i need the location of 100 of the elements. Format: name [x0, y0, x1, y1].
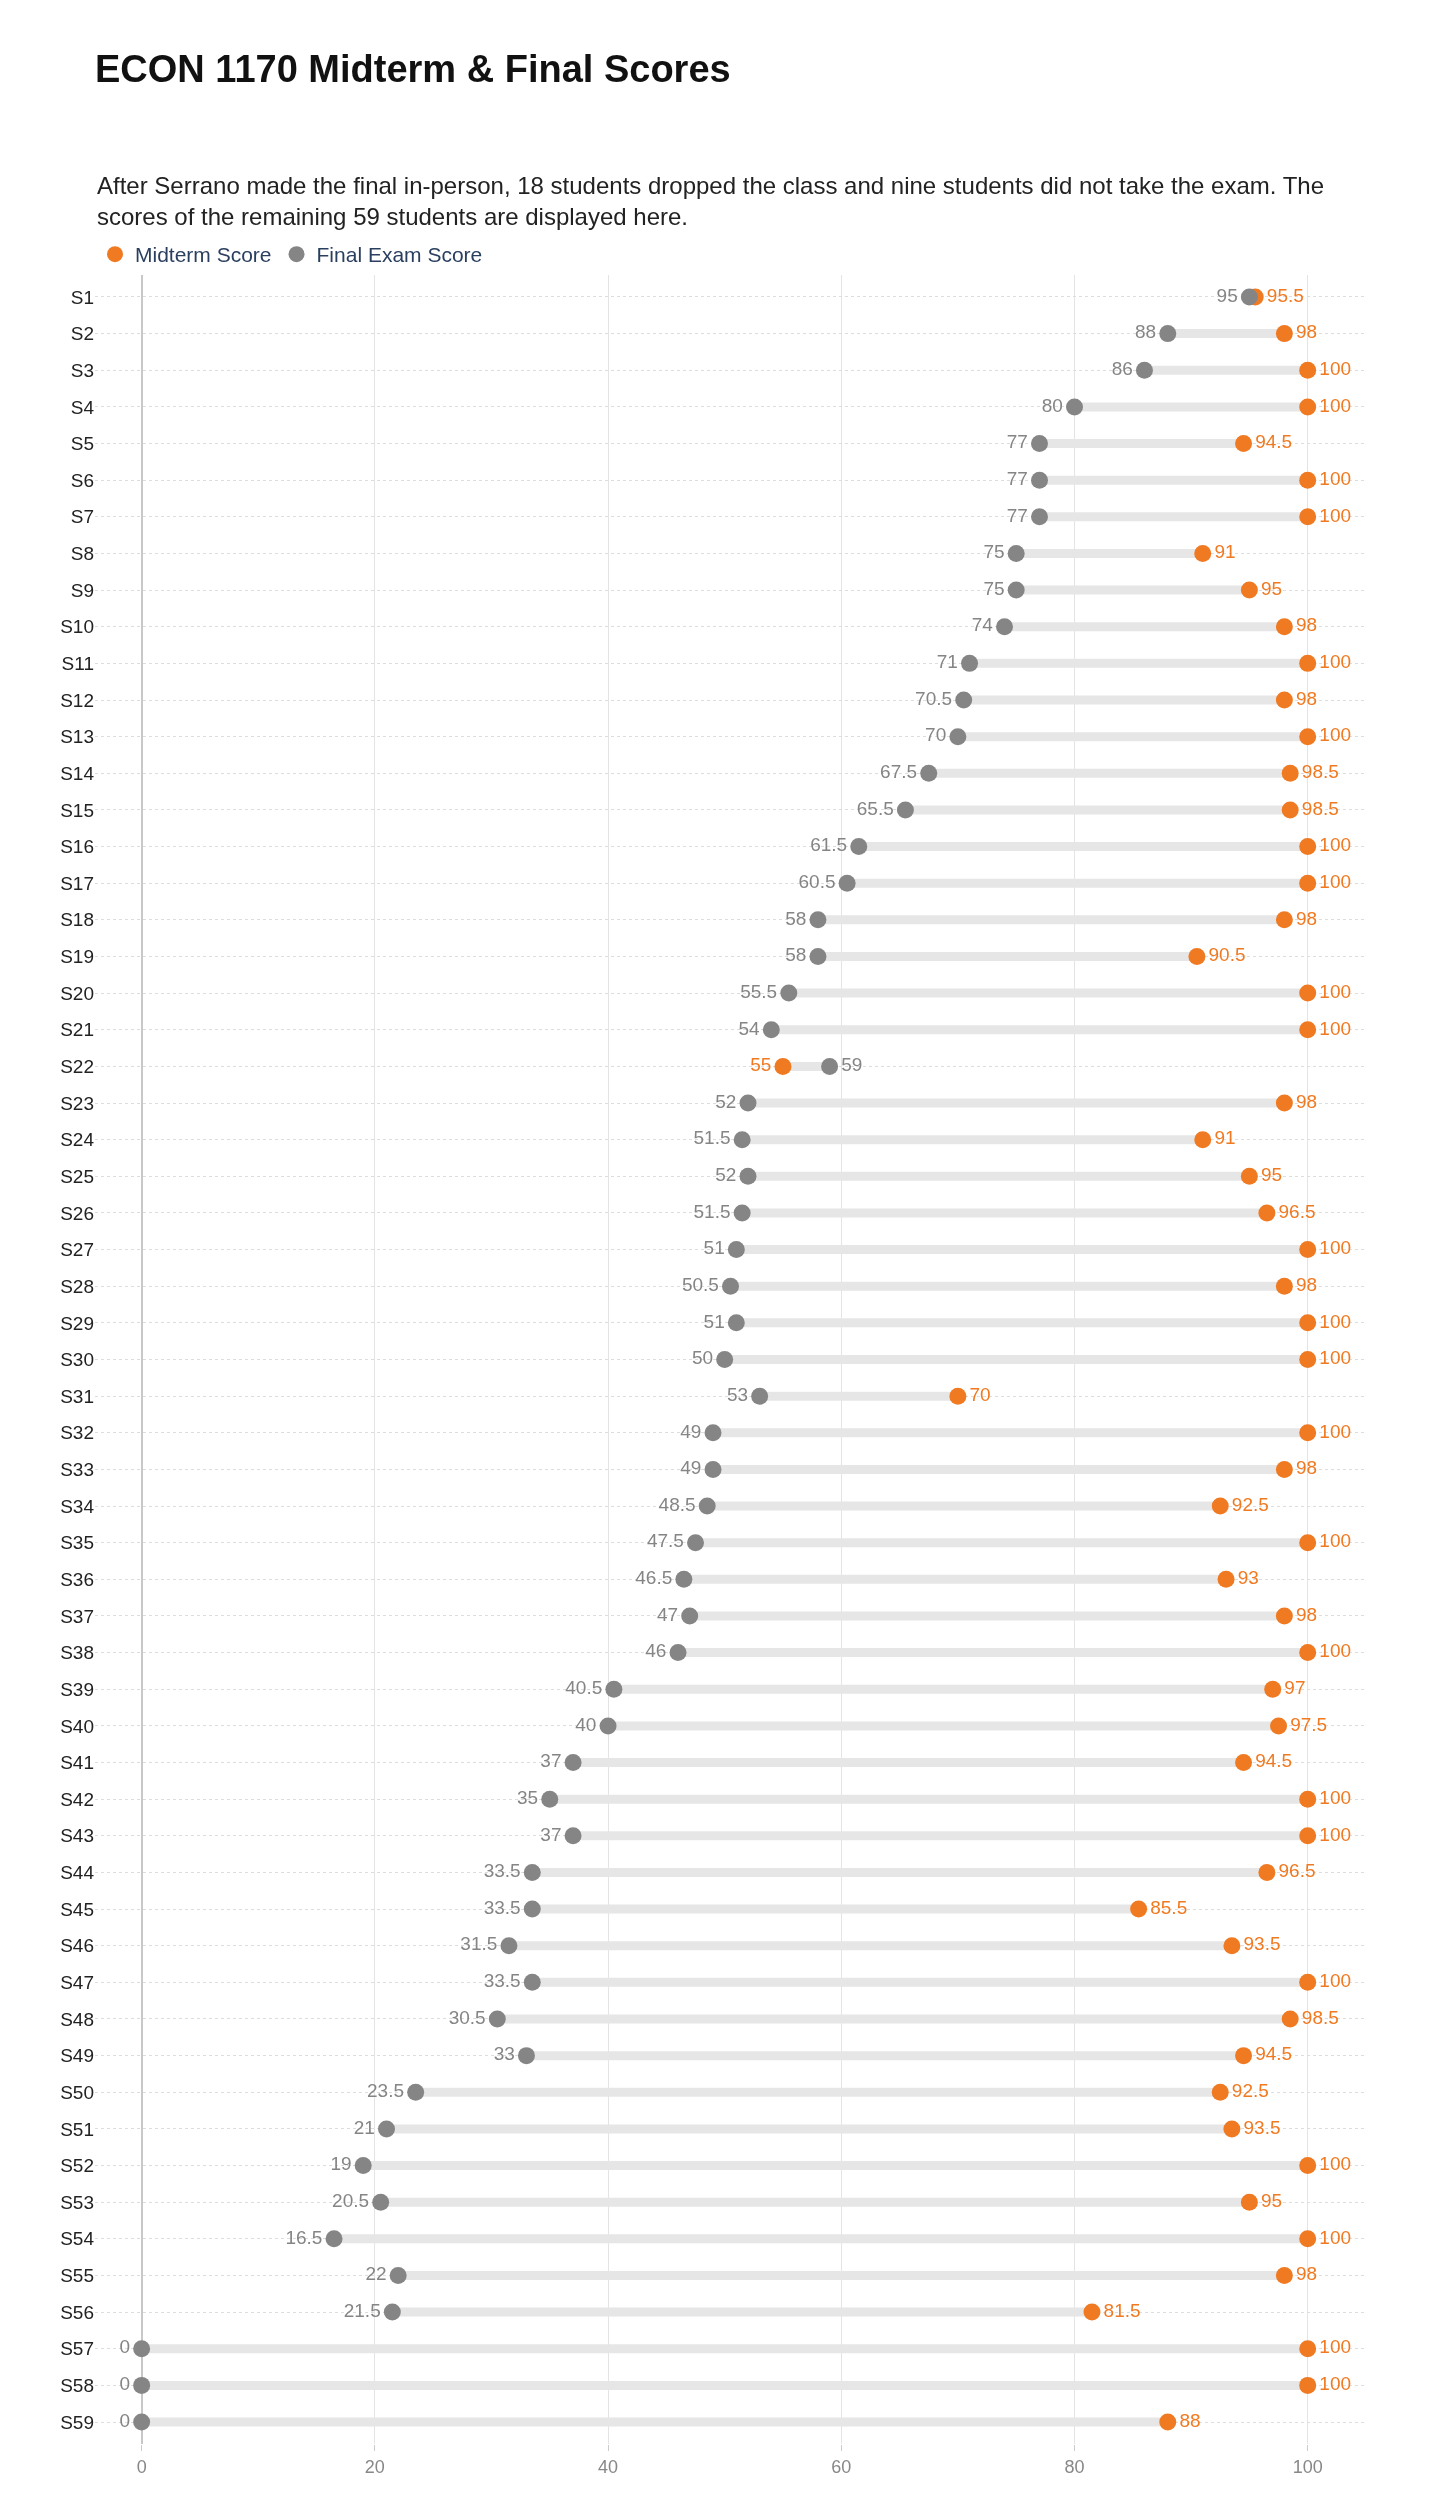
legend-label: Midterm Score — [135, 243, 272, 267]
point — [488, 2010, 506, 2028]
data-label: 33.5 — [483, 1970, 521, 1992]
point — [727, 1314, 745, 1332]
data-label: 16.5 — [285, 2226, 323, 2248]
data-label: 0 — [119, 2409, 131, 2431]
point — [1270, 1717, 1288, 1735]
point — [1299, 838, 1317, 856]
y-tick-label: S53 — [60, 2191, 94, 2213]
data-label: 30.5 — [448, 2006, 486, 2028]
point — [133, 2376, 151, 2394]
point — [762, 1021, 780, 1039]
y-tick-label: S8 — [70, 543, 94, 565]
point — [669, 1644, 687, 1662]
point — [1281, 801, 1299, 819]
y-tick-label: S9 — [70, 579, 94, 601]
point — [564, 1754, 582, 1772]
data-label: 70.5 — [915, 687, 953, 709]
point — [523, 1900, 541, 1918]
point — [722, 1277, 739, 1295]
data-label: 95.5 — [1266, 284, 1304, 306]
data-label: 33.5 — [483, 1896, 521, 1918]
y-tick-label: S29 — [60, 1312, 94, 1334]
y-tick-label: S36 — [60, 1568, 94, 1590]
point — [1007, 581, 1025, 599]
point — [751, 1387, 769, 1405]
y-tick-label: S15 — [60, 799, 94, 821]
point — [1299, 1644, 1317, 1662]
data-label: 100 — [1319, 2226, 1352, 2248]
data-label: 37 — [540, 1823, 562, 1845]
data-label: 21.5 — [343, 2299, 381, 2321]
point — [1281, 764, 1299, 782]
data-label: 100 — [1319, 651, 1352, 673]
y-tick-label: S20 — [60, 982, 94, 1004]
data-label: 33.5 — [483, 1860, 521, 1882]
data-label: 60.5 — [798, 870, 836, 892]
y-tick-label: S11 — [61, 653, 94, 675]
point — [681, 1607, 699, 1625]
point — [1159, 325, 1177, 343]
point — [1299, 1534, 1317, 1552]
point — [739, 1167, 757, 1185]
data-label: 0 — [119, 2373, 131, 2395]
point — [517, 2047, 535, 2065]
point — [955, 691, 973, 709]
point — [1299, 1241, 1317, 1259]
y-tick-label: S34 — [60, 1495, 95, 1517]
y-tick-label: S57 — [60, 2338, 94, 2360]
data-label: 93 — [1237, 1567, 1259, 1589]
y-tick-label: S46 — [60, 1935, 94, 1957]
y-tick-label: S31 — [60, 1385, 94, 1407]
data-label: 53 — [726, 1383, 749, 1405]
data-label: 100 — [1319, 724, 1352, 746]
data-label: 96.5 — [1278, 1860, 1316, 1882]
data-label: 58 — [785, 944, 807, 966]
y-tick-label: S27 — [60, 1239, 94, 1261]
data-label: 51 — [703, 1310, 725, 1332]
data-label: 91 — [1214, 1127, 1236, 1149]
point — [1275, 1094, 1293, 1112]
y-tick-label: S49 — [60, 2045, 94, 2067]
data-label: 98 — [1296, 1457, 1318, 1479]
point — [1299, 728, 1317, 746]
x-tick-label: 100 — [1292, 2456, 1323, 2477]
data-label: 90.5 — [1208, 944, 1246, 966]
point — [809, 911, 827, 929]
data-label: 58 — [785, 907, 807, 929]
data-label: 52 — [715, 1090, 737, 1112]
data-label: 65.5 — [856, 797, 894, 819]
data-label: 100 — [1319, 1310, 1352, 1332]
y-tick-label: S6 — [70, 469, 94, 491]
chart-title: ECON 1170 Midterm & Final Scores — [95, 47, 731, 90]
point — [1264, 1680, 1282, 1698]
data-label: 98 — [1296, 1090, 1318, 1112]
y-tick-label: S1 — [70, 286, 94, 308]
point — [1240, 1167, 1258, 1185]
data-label: 92.5 — [1231, 2080, 1269, 2102]
data-label: 100 — [1319, 1347, 1352, 1369]
point — [821, 1057, 839, 1075]
point — [774, 1057, 792, 1075]
point — [727, 1241, 745, 1259]
y-tick-label: S4 — [70, 396, 95, 418]
point — [687, 1534, 705, 1552]
data-label: 59 — [841, 1054, 863, 1076]
point — [1299, 508, 1317, 526]
y-tick-label: S28 — [60, 1275, 94, 1297]
point — [1240, 581, 1258, 599]
point — [389, 2266, 407, 2284]
data-label: 98.5 — [1301, 2006, 1339, 2028]
point — [1275, 1277, 1293, 1295]
y-tick-label: S19 — [60, 946, 94, 968]
data-label: 94.5 — [1255, 1750, 1293, 1772]
y-tick-label: S52 — [60, 2155, 94, 2177]
data-label: 77 — [1006, 431, 1028, 453]
y-tick-label: S2 — [70, 323, 94, 345]
point — [564, 1827, 582, 1845]
point — [1299, 1790, 1317, 1808]
y-tick-label: S23 — [60, 1092, 94, 1114]
point — [1240, 288, 1258, 306]
point — [1235, 1754, 1253, 1772]
y-tick-label: S33 — [60, 1459, 94, 1481]
point — [1135, 361, 1153, 379]
